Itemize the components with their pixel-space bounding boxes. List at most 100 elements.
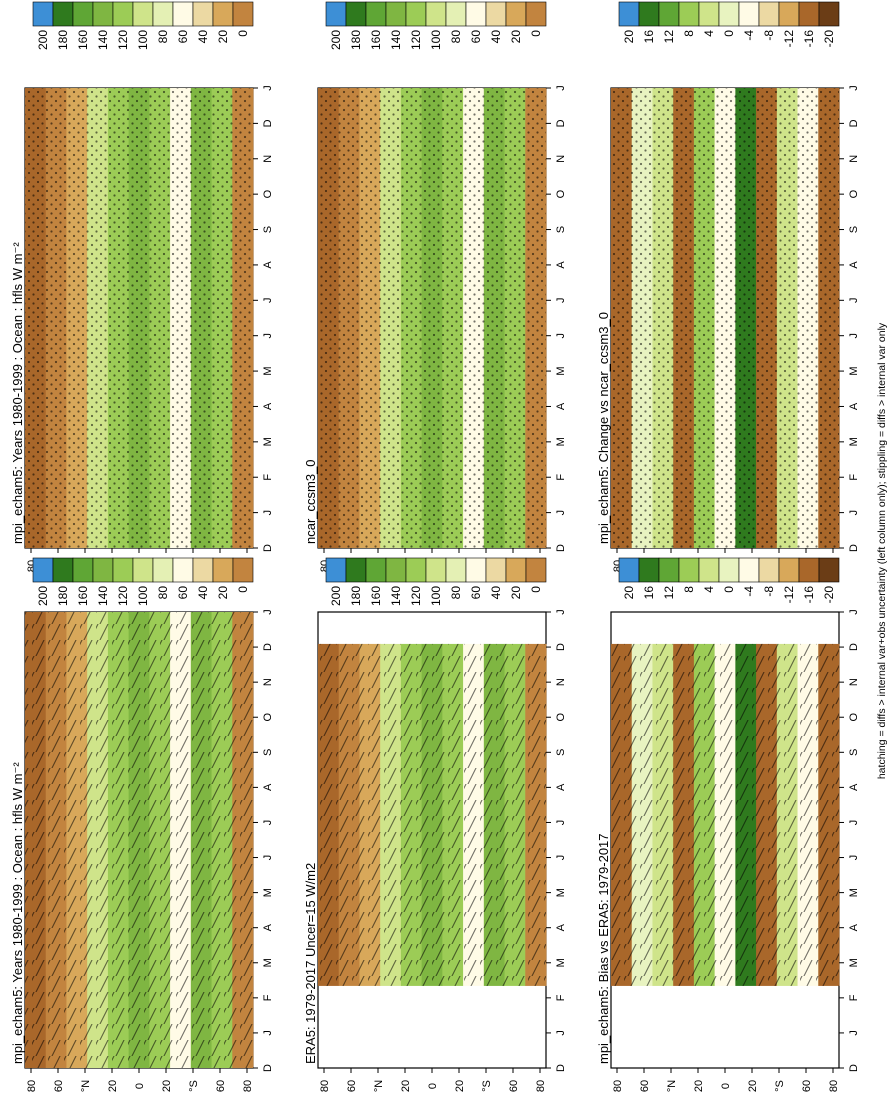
colorbar-segment bbox=[325, 557, 347, 583]
colorbar-label: 4 bbox=[702, 30, 716, 37]
month-tick-label: A bbox=[262, 783, 274, 791]
month-tick-label: O bbox=[262, 713, 274, 722]
month-tick-label: M bbox=[262, 437, 274, 446]
month-tick-label: D bbox=[848, 119, 860, 127]
lat-tick-label: 0 bbox=[720, 1083, 732, 1089]
colorbar-segment bbox=[738, 557, 760, 583]
month-tick-label: A bbox=[262, 402, 274, 410]
colorbar-label: 160 bbox=[369, 30, 383, 50]
colorbar-segment bbox=[738, 1, 760, 27]
month-tick-label: J bbox=[848, 1030, 860, 1036]
colorbar-segment bbox=[172, 557, 194, 583]
colorbar-label: -8 bbox=[762, 30, 776, 41]
month-tick-label: N bbox=[848, 678, 860, 686]
colorbar-label: 200 bbox=[329, 586, 343, 606]
colorbar-label: 0 bbox=[722, 586, 736, 593]
colorbar-segment bbox=[618, 1, 640, 27]
lat-tick-label: 60 bbox=[53, 1080, 65, 1092]
colorbar-segment bbox=[678, 557, 700, 583]
colorbar-segment bbox=[818, 1, 840, 27]
month-tick-label: F bbox=[262, 994, 274, 1001]
month-tick-label: J bbox=[848, 298, 860, 304]
lat-tick-label: 0 bbox=[427, 1083, 439, 1089]
month-tick-label: O bbox=[848, 189, 860, 198]
month-tick-label: J bbox=[555, 820, 567, 826]
lat-tick-label: 60 bbox=[639, 1080, 651, 1092]
lat-tick-label: 20 bbox=[747, 1080, 759, 1092]
colorbar-label: 40 bbox=[489, 30, 503, 44]
month-tick-label: D bbox=[262, 544, 274, 552]
month-tick-label: S bbox=[262, 749, 274, 756]
colorbar-label: 160 bbox=[369, 586, 383, 606]
lat-tick-label: 0 bbox=[134, 1083, 146, 1089]
colorbar-label: 40 bbox=[196, 30, 210, 44]
colorbar-label: 20 bbox=[509, 586, 523, 600]
stippling-overlay bbox=[318, 88, 546, 548]
colorbar-segment bbox=[778, 557, 800, 583]
month-tick-label: M bbox=[262, 888, 274, 897]
month-tick-label: J bbox=[555, 298, 567, 304]
colorbar-segment bbox=[92, 1, 114, 27]
colorbar-label: -12 bbox=[782, 586, 796, 604]
colorbar-label: 20 bbox=[216, 586, 230, 600]
panel-title: mpi_echam5: Years 1980-1999 : Ocean : hf… bbox=[10, 242, 25, 544]
month-tick-label: M bbox=[848, 958, 860, 967]
panel-title: mpi_echam5: Change vs ncar_ccsm3_0 bbox=[596, 312, 611, 544]
month-tick-label: J bbox=[262, 85, 274, 91]
month-tick-label: J bbox=[262, 1030, 274, 1036]
month-tick-label: S bbox=[848, 749, 860, 756]
colorbar-segment bbox=[365, 557, 387, 583]
stippling-overlay bbox=[611, 88, 839, 548]
month-tick-label: N bbox=[262, 155, 274, 163]
colorbar-segment bbox=[385, 1, 407, 27]
colorbar-segment bbox=[758, 557, 780, 583]
colorbar-label: 200 bbox=[36, 30, 50, 50]
colorbar-segment bbox=[798, 1, 820, 27]
colorbar-label: 200 bbox=[329, 30, 343, 50]
lat-tick-label: 80 bbox=[26, 1080, 38, 1092]
colorbar-label: 120 bbox=[116, 30, 130, 50]
colorbar-label: 120 bbox=[116, 586, 130, 606]
month-tick-label: M bbox=[848, 366, 860, 375]
month-tick-label: A bbox=[555, 783, 567, 791]
lat-tick-label: 80 bbox=[535, 1080, 547, 1092]
colorbar-label: 200 bbox=[36, 586, 50, 606]
panel-title: mpi_echam5: Years 1980-1999 : Ocean : hf… bbox=[10, 762, 25, 1064]
colorbar-segment bbox=[232, 557, 254, 583]
lat-tick-label: 20 bbox=[400, 1080, 412, 1092]
chart-panel-p5: 80 60 °N 20 0 20 °S 60 80DJFMAMJJASONDJmpi_echam… bbox=[596, 557, 860, 1092]
colorbar-label: 0 bbox=[236, 586, 250, 593]
colorbar-segment bbox=[405, 557, 427, 583]
month-tick-label: J bbox=[555, 333, 567, 339]
colorbar-segment bbox=[52, 1, 74, 27]
colorbar-label: 80 bbox=[156, 586, 170, 600]
chart-panel-p2: 8060°N20020°S6080DJFMAMJJASONDJmpi_echam… bbox=[10, 1, 274, 572]
colorbar-label: 8 bbox=[682, 586, 696, 593]
lat-tick-label: 20 bbox=[454, 1080, 466, 1092]
colorbar-label: 100 bbox=[136, 586, 150, 606]
colorbar-label: -12 bbox=[782, 30, 796, 48]
month-tick-label: J bbox=[848, 85, 860, 91]
colorbar-segment bbox=[718, 1, 740, 27]
month-tick-label: D bbox=[555, 119, 567, 127]
month-tick-label: D bbox=[262, 119, 274, 127]
month-tick-label: J bbox=[262, 609, 274, 615]
colorbar-label: 100 bbox=[429, 30, 443, 50]
colorbar-segment bbox=[405, 1, 427, 27]
colorbar-segment bbox=[425, 1, 447, 27]
colorbar-label: 16 bbox=[642, 586, 656, 600]
colorbar-label: 20 bbox=[216, 30, 230, 44]
colorbar-label: 80 bbox=[156, 30, 170, 44]
lat-tick-label: 20 bbox=[693, 1080, 705, 1092]
colorbar-label: 12 bbox=[662, 30, 676, 44]
month-tick-label: J bbox=[262, 855, 274, 861]
colorbar-segment bbox=[52, 557, 74, 583]
month-tick-label: F bbox=[848, 994, 860, 1001]
lat-tick-label: °S bbox=[481, 1080, 493, 1092]
colorbar-label: 60 bbox=[176, 30, 190, 44]
lat-tick-label: °N bbox=[666, 1080, 678, 1092]
colorbar-label: 140 bbox=[96, 30, 110, 50]
colorbar-segment bbox=[638, 1, 660, 27]
month-tick-label: J bbox=[262, 510, 274, 516]
